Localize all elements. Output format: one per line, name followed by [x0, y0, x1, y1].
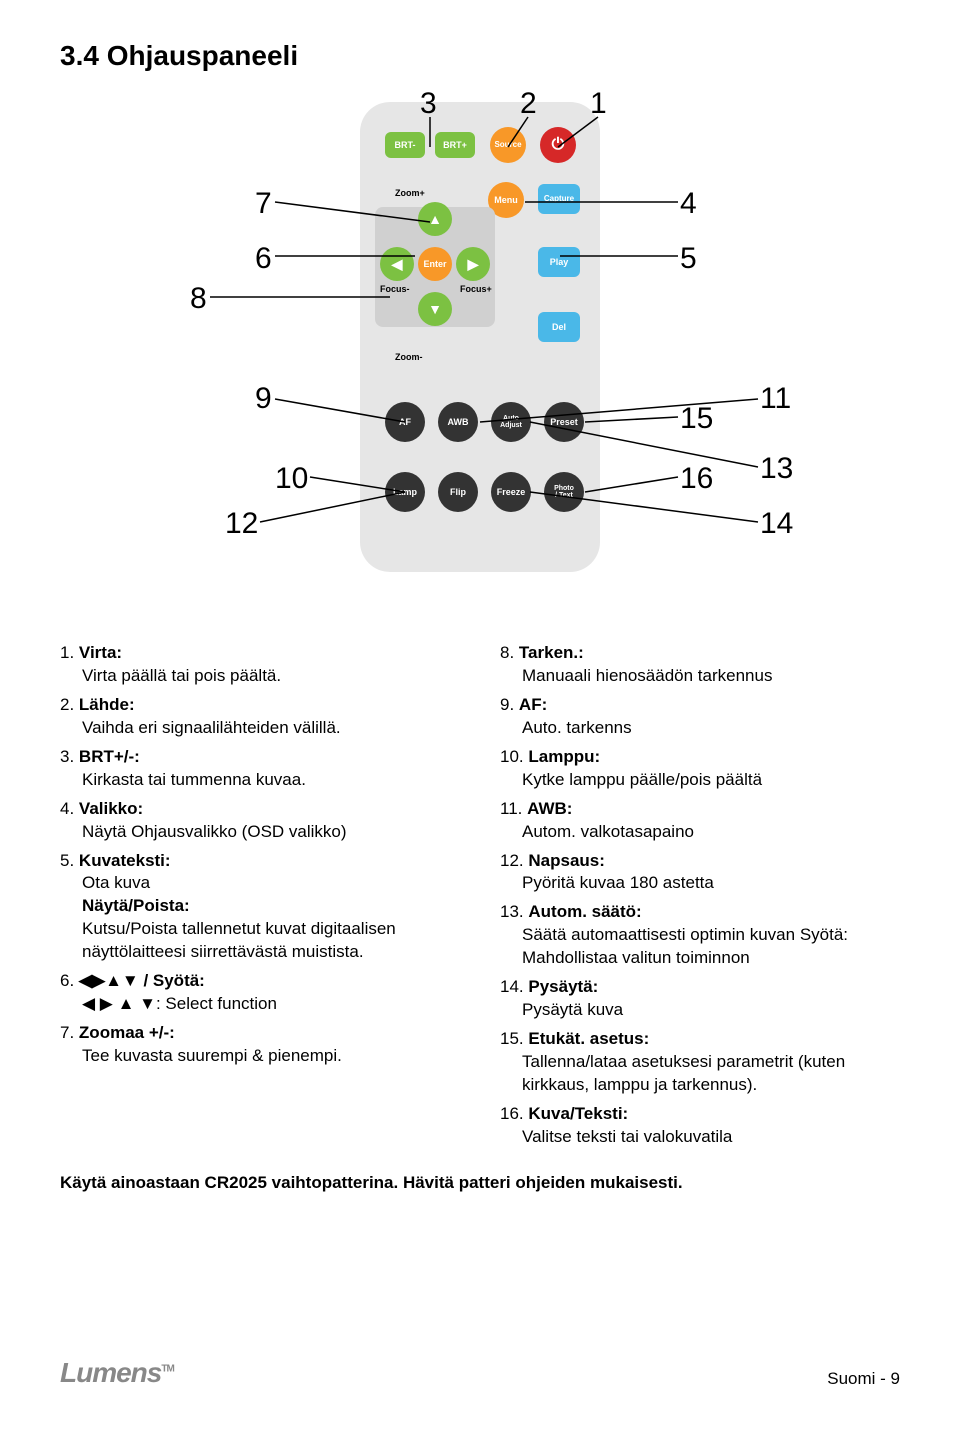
right-button[interactable]: ▶ [456, 247, 490, 281]
item-15: 15. Etukät. asetus: Tallenna/lataa asetu… [500, 1028, 900, 1097]
callout-12: 12 [225, 507, 258, 541]
brt-plus-button[interactable]: BRT+ [435, 132, 475, 158]
focus-minus-label: Focus- [380, 284, 410, 294]
item-2: 2. Lähde: Vaihda eri signaalilähteiden v… [60, 694, 460, 740]
item-16: 16. Kuva/Teksti: Valitse teksti tai valo… [500, 1103, 900, 1149]
callout-11: 11 [760, 382, 791, 416]
callout-9: 9 [255, 382, 272, 416]
callout-13: 13 [760, 452, 793, 486]
callout-16: 16 [680, 462, 713, 496]
callout-5: 5 [680, 242, 697, 276]
arrow-left-icon: ◀ [392, 257, 403, 271]
item-12: 12. Napsaus: Pyöritä kuvaa 180 astetta [500, 850, 900, 896]
callout-8: 8 [190, 282, 207, 316]
callout-1: 1 [590, 87, 607, 121]
down-button[interactable]: ▼ [418, 292, 452, 326]
page-footer: LumensTM Suomi - 9 [60, 1357, 900, 1389]
description-columns: 1. Virta: Virta päällä tai pois päältä. … [60, 642, 900, 1155]
item-13: 13. Autom. säätö: Säätä automaattisesti … [500, 901, 900, 970]
page-number: Suomi - 9 [827, 1369, 900, 1389]
arrow-down-icon: ▼ [428, 302, 442, 316]
item-14: 14. Pysäytä: Pysäytä kuva [500, 976, 900, 1022]
play-button[interactable]: Play [538, 247, 580, 277]
item-9: 9. AF: Auto. tarkenns [500, 694, 900, 740]
item-1: 1. Virta: Virta päällä tai pois päältä. [60, 642, 460, 688]
item-7: 7. Zoomaa +/-: Tee kuvasta suurempi & pi… [60, 1022, 460, 1068]
callout-10: 10 [275, 462, 308, 496]
photo-text-button[interactable]: Photo / Text [544, 472, 584, 512]
up-button[interactable]: ▲ [418, 202, 452, 236]
source-button[interactable]: Source [490, 127, 526, 163]
zoom-minus-label: Zoom- [395, 352, 423, 362]
item-5: 5. Kuvateksti: Ota kuva Näytä/Poista: Ku… [60, 850, 460, 965]
auto-adjust-button[interactable]: Auto Adjust [491, 402, 531, 442]
lamp-button[interactable]: Lamp [385, 472, 425, 512]
af-button[interactable]: AF [385, 402, 425, 442]
footer-note: Käytä ainoastaan CR2025 vaihtopatterina.… [60, 1173, 900, 1193]
item-11: 11. AWB: Autom. valkotasapaino [500, 798, 900, 844]
del-button[interactable]: Del [538, 312, 580, 342]
item-6: 6. ◀▶▲▼ / Syötä: ◀ ▶ ▲ ▼: Select functio… [60, 970, 460, 1016]
brt-minus-button[interactable]: BRT- [385, 132, 425, 158]
left-button[interactable]: ◀ [380, 247, 414, 281]
capture-button[interactable]: Capture [538, 184, 580, 214]
callout-6: 6 [255, 242, 272, 276]
awb-button[interactable]: AWB [438, 402, 478, 442]
preset-button[interactable]: Preset [544, 402, 584, 442]
callout-4: 4 [680, 187, 697, 221]
right-column: 8. Tarken.: Manuaali hienosäädön tarkenn… [500, 642, 900, 1155]
logo: LumensTM [60, 1357, 174, 1389]
item-8: 8. Tarken.: Manuaali hienosäädön tarkenn… [500, 642, 900, 688]
section-title: 3.4 Ohjauspaneeli [60, 40, 900, 72]
remote-diagram: BRT- BRT+ Source ⏻ Zoom+ Menu Capture ▲ … [60, 92, 900, 612]
left-column: 1. Virta: Virta päällä tai pois päältä. … [60, 642, 460, 1155]
power-button[interactable]: ⏻ [540, 127, 576, 163]
item-4: 4. Valikko: Näytä Ohjausvalikko (OSD val… [60, 798, 460, 844]
callout-14: 14 [760, 507, 793, 541]
arrow-right-icon: ▶ [468, 257, 479, 271]
callout-2: 2 [520, 87, 537, 121]
freeze-button[interactable]: Freeze [491, 472, 531, 512]
arrow-up-icon: ▲ [428, 212, 442, 226]
enter-button[interactable]: Enter [418, 247, 452, 281]
item-10: 10. Lamppu: Kytke lamppu päälle/pois pää… [500, 746, 900, 792]
zoom-plus-label: Zoom+ [395, 188, 425, 198]
item-3: 3. BRT+/-: Kirkasta tai tummenna kuvaa. [60, 746, 460, 792]
callout-3: 3 [420, 87, 437, 121]
callout-7: 7 [255, 187, 272, 221]
callout-15: 15 [680, 402, 713, 436]
flip-button[interactable]: Flip [438, 472, 478, 512]
remote-body: BRT- BRT+ Source ⏻ Zoom+ Menu Capture ▲ … [360, 102, 600, 572]
focus-plus-label: Focus+ [460, 284, 492, 294]
